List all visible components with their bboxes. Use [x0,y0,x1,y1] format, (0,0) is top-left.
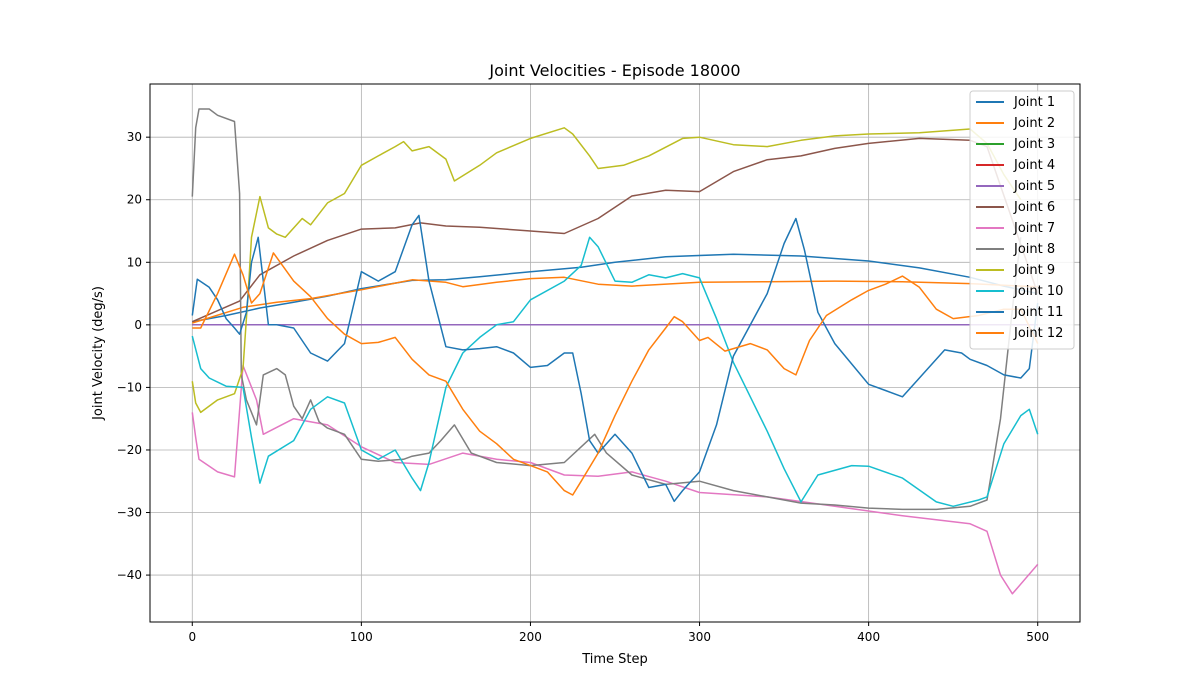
series-line-joint-9 [191,127,1022,414]
y-tick-label: 0 [134,318,142,332]
legend-label: Joint 6 [1013,200,1055,215]
legend-label: Joint 2 [1013,116,1055,131]
legend: Joint 1 Joint 2 Joint 3 Joint 4 Joint 5 Joint… [969,90,1075,350]
y-axis-ticks: −40 −30 −20 −10 0 10 20 30 [117,130,150,582]
legend-label: Joint 3 [1013,137,1055,152]
y-tick-label: 20 [127,193,142,207]
legend-label: Joint 12 [1013,326,1063,341]
legend-label: Joint 4 [1013,158,1055,173]
chart-title: Joint Velocities - Episode 18000 [488,61,740,80]
x-axis-ticks: 0 100 200 300 400 500 [188,622,1049,644]
legend-label: Joint 8 [1013,242,1055,257]
y-tick-label: −10 [117,380,142,394]
legend-frame [969,90,1075,350]
x-tick-label: 100 [350,630,373,644]
legend-label: Joint 5 [1013,179,1055,194]
series-line-joint-7 [191,364,1039,595]
legend-label: Joint 1 [1013,95,1055,110]
series-lines [191,108,1039,595]
x-tick-label: 0 [188,630,196,644]
legend-label: Joint 9 [1013,263,1055,278]
plot-frame [149,83,1081,623]
y-tick-label: 10 [127,255,142,269]
x-tick-label: 300 [688,630,711,644]
series-line-joint-1 [192,253,1038,323]
series-line-joint-8 [191,108,1022,511]
series-line-joint-11 [191,214,1039,503]
series-line-joint-12 [192,252,1039,496]
legend-label: Joint 10 [1013,284,1063,299]
y-axis-label: Joint Velocity (deg/s) [91,286,106,421]
x-tick-label: 200 [519,630,542,644]
y-tick-label: −20 [117,443,142,457]
legend-label: Joint 7 [1013,221,1055,236]
series-line-joint-10 [191,236,1039,508]
y-tick-label: −30 [117,506,142,520]
series-line-joint-6 [192,137,1039,323]
y-tick-label: 30 [127,130,142,144]
plot-area [150,84,1080,622]
y-tick-label: −40 [117,568,142,582]
x-axis-label: Time Step [581,652,648,667]
x-tick-label: 400 [857,630,880,644]
x-tick-label: 500 [1026,630,1049,644]
legend-label: Joint 11 [1013,305,1063,320]
